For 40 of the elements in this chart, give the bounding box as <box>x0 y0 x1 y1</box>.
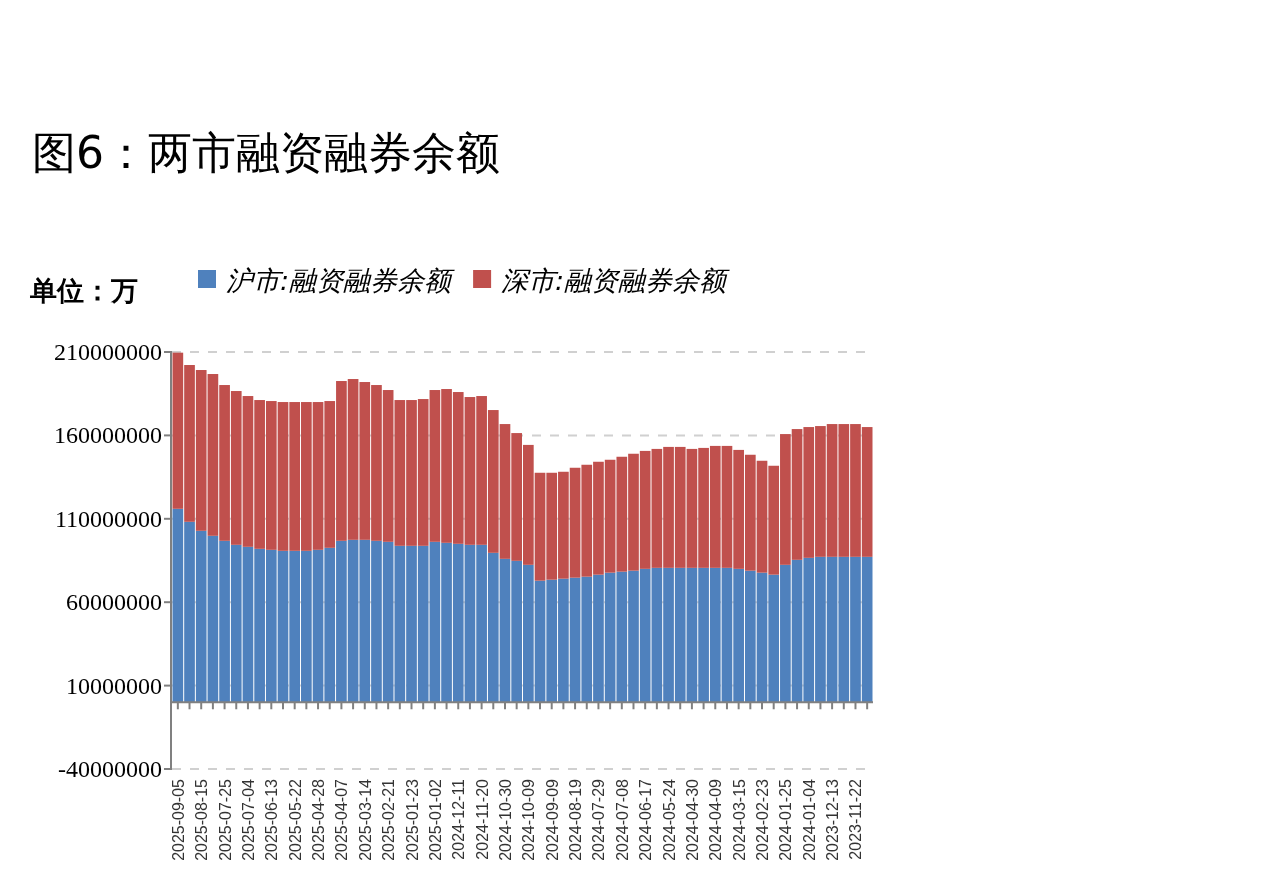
x-tick-label: 2025-01-02 <box>426 778 444 861</box>
x-tick-label: 2024-05-24 <box>660 778 678 861</box>
y-tick-label: 10000000 <box>66 672 162 699</box>
x-tick-label: 2024-10-30 <box>496 778 514 861</box>
x-tick-label: 2024-07-29 <box>590 778 608 861</box>
legend-label: 沪市:融资融券余额 <box>226 265 456 296</box>
x-tick-label: 2024-03-15 <box>730 778 748 861</box>
y-tick-label: 110000000 <box>54 505 162 532</box>
y-tick-label: -40000000 <box>58 756 162 782</box>
x-tick-label: 2024-04-09 <box>707 778 725 861</box>
x-tick-label: 2025-07-25 <box>216 778 234 861</box>
x-tick-label: 2024-12-11 <box>450 778 468 860</box>
x-tick-label: 2025-08-15 <box>193 778 211 861</box>
chart-title: 图6：两市融资融券余额 <box>32 127 500 178</box>
x-tick-label: 2024-04-30 <box>683 778 701 861</box>
y-tick-label: 60000000 <box>66 589 162 616</box>
x-tick-label: 2025-07-04 <box>239 778 257 861</box>
x-tick-label: 2025-04-28 <box>310 778 328 861</box>
x-tick-label: 2025-02-21 <box>380 778 398 861</box>
legend-label: 深市:融资融券余额 <box>501 265 731 296</box>
y-axis-title: 单位：万 <box>29 275 138 306</box>
x-tick-label: 2024-10-09 <box>520 778 538 861</box>
x-tick-label: 2025-05-22 <box>286 778 304 861</box>
x-tick-label: 2025-04-07 <box>333 778 351 861</box>
x-tick-label: 2025-03-14 <box>356 778 374 861</box>
x-tick-label: 2024-09-09 <box>543 778 561 861</box>
x-tick-label: 2023-11-22 <box>847 778 865 860</box>
x-tick-label: 2024-07-08 <box>613 778 631 861</box>
x-tick-label: 2024-08-19 <box>567 778 585 861</box>
y-tick-label: 160000000 <box>54 422 162 449</box>
x-tick-label: 2023-12-13 <box>824 778 842 861</box>
x-tick-label: 2025-06-13 <box>263 778 281 861</box>
x-tick-label: 2025-09-05 <box>169 778 187 861</box>
x-tick-label: 2025-01-23 <box>403 778 421 861</box>
x-tick-label: 2024-01-25 <box>777 778 795 861</box>
x-tick-label: 2024-06-17 <box>637 778 655 861</box>
y-tick-label: 210000000 <box>54 339 162 365</box>
x-tick-label: 2024-01-04 <box>800 778 818 861</box>
x-tick-label: 2024-02-23 <box>754 778 772 861</box>
x-tick-label: 2024-11-20 <box>473 778 491 860</box>
